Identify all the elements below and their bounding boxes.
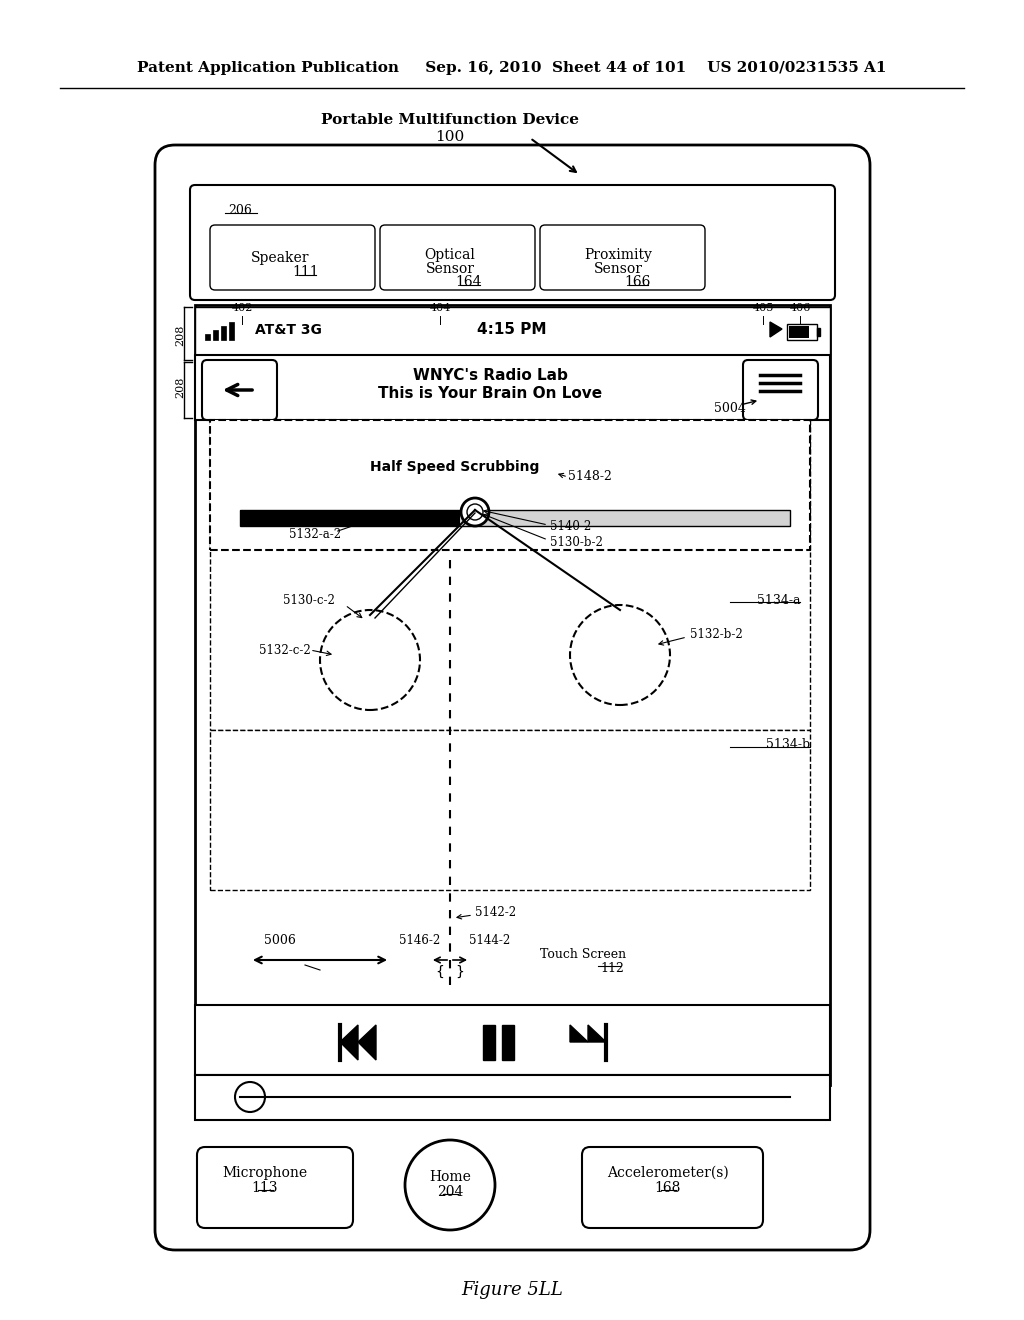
- Text: This is Your Brain On Love: This is Your Brain On Love: [378, 385, 602, 400]
- Bar: [240, 510, 790, 525]
- Circle shape: [461, 498, 489, 525]
- Text: Home: Home: [429, 1170, 471, 1184]
- FancyBboxPatch shape: [197, 1147, 353, 1228]
- Text: 5144-2: 5144-2: [469, 933, 511, 946]
- Text: 5004: 5004: [714, 401, 745, 414]
- Text: 204: 204: [437, 1185, 463, 1199]
- Bar: [787, 323, 817, 341]
- FancyBboxPatch shape: [380, 224, 535, 290]
- Text: 5130-c-2: 5130-c-2: [283, 594, 335, 606]
- Bar: [221, 326, 226, 341]
- Polygon shape: [588, 1026, 606, 1041]
- Text: Sensor: Sensor: [426, 261, 474, 276]
- FancyBboxPatch shape: [582, 1147, 763, 1228]
- Text: 168: 168: [654, 1181, 681, 1195]
- Text: AT&T 3G: AT&T 3G: [255, 323, 322, 337]
- Bar: [213, 330, 218, 341]
- Polygon shape: [570, 1026, 588, 1041]
- Text: 5146-2: 5146-2: [399, 933, 440, 946]
- Bar: [210, 420, 810, 550]
- Text: 5132-a-2: 5132-a-2: [289, 528, 341, 541]
- Bar: [195, 355, 830, 420]
- Text: Figure 5LL: Figure 5LL: [461, 1280, 563, 1299]
- Circle shape: [467, 504, 483, 520]
- Circle shape: [406, 1140, 495, 1230]
- Text: Proximity: Proximity: [584, 248, 652, 261]
- Text: 206: 206: [228, 203, 252, 216]
- Bar: [502, 1026, 514, 1060]
- Text: 5142-2: 5142-2: [475, 906, 516, 919]
- Text: Speaker: Speaker: [251, 251, 309, 265]
- Text: 111: 111: [293, 265, 319, 279]
- Text: 5130-b-2: 5130-b-2: [550, 536, 603, 549]
- Text: Microphone: Microphone: [222, 1166, 307, 1180]
- Text: 5132-c-2: 5132-c-2: [259, 644, 311, 656]
- Bar: [195, 305, 830, 1085]
- Bar: [817, 327, 820, 337]
- Text: WNYC's Radio Lab: WNYC's Radio Lab: [413, 367, 567, 383]
- Text: 166: 166: [624, 275, 650, 289]
- FancyBboxPatch shape: [743, 360, 818, 420]
- Text: 5140-2: 5140-2: [550, 520, 591, 533]
- Circle shape: [319, 610, 420, 710]
- Bar: [210, 730, 810, 890]
- Text: 113: 113: [252, 1181, 279, 1195]
- FancyBboxPatch shape: [155, 145, 870, 1250]
- Text: Touch Screen: Touch Screen: [540, 949, 626, 961]
- FancyBboxPatch shape: [210, 224, 375, 290]
- Text: Portable Multifunction Device: Portable Multifunction Device: [321, 114, 579, 127]
- Polygon shape: [358, 1026, 376, 1060]
- Polygon shape: [340, 1026, 358, 1060]
- Bar: [195, 1005, 830, 1074]
- Text: 208: 208: [175, 376, 185, 397]
- Bar: [195, 1074, 830, 1119]
- Circle shape: [234, 1082, 265, 1111]
- Bar: [205, 334, 210, 341]
- Text: Half Speed Scrubbing: Half Speed Scrubbing: [371, 459, 540, 474]
- Text: 208: 208: [175, 325, 185, 346]
- Text: 100: 100: [435, 129, 465, 144]
- Text: 406: 406: [790, 304, 811, 313]
- Bar: [195, 308, 830, 355]
- Bar: [483, 1026, 495, 1060]
- Text: 5134-b: 5134-b: [766, 738, 810, 751]
- Text: 4:15 PM: 4:15 PM: [477, 322, 547, 338]
- Text: 164: 164: [456, 275, 482, 289]
- Bar: [229, 322, 234, 341]
- FancyBboxPatch shape: [190, 185, 835, 300]
- Text: Patent Application Publication     Sep. 16, 2010  Sheet 44 of 101    US 2010/023: Patent Application Publication Sep. 16, …: [137, 61, 887, 75]
- Text: 5132-b-2: 5132-b-2: [690, 628, 742, 642]
- Bar: [790, 326, 809, 338]
- Text: Sensor: Sensor: [594, 261, 642, 276]
- Text: 5134-a: 5134-a: [757, 594, 800, 606]
- Circle shape: [570, 605, 670, 705]
- Text: Optical: Optical: [425, 248, 475, 261]
- Text: 404: 404: [429, 304, 451, 313]
- FancyBboxPatch shape: [218, 191, 260, 205]
- Text: 112: 112: [600, 962, 624, 975]
- Text: }: }: [456, 965, 465, 979]
- Text: Accelerometer(s): Accelerometer(s): [607, 1166, 729, 1180]
- Bar: [210, 420, 810, 730]
- Text: {: {: [435, 965, 444, 979]
- Text: 5006: 5006: [264, 933, 296, 946]
- Text: 5148-2: 5148-2: [568, 470, 612, 483]
- FancyBboxPatch shape: [202, 360, 278, 420]
- Text: 405: 405: [753, 304, 774, 313]
- Text: 402: 402: [231, 304, 253, 313]
- Polygon shape: [770, 322, 782, 337]
- FancyBboxPatch shape: [540, 224, 705, 290]
- Bar: [240, 510, 460, 525]
